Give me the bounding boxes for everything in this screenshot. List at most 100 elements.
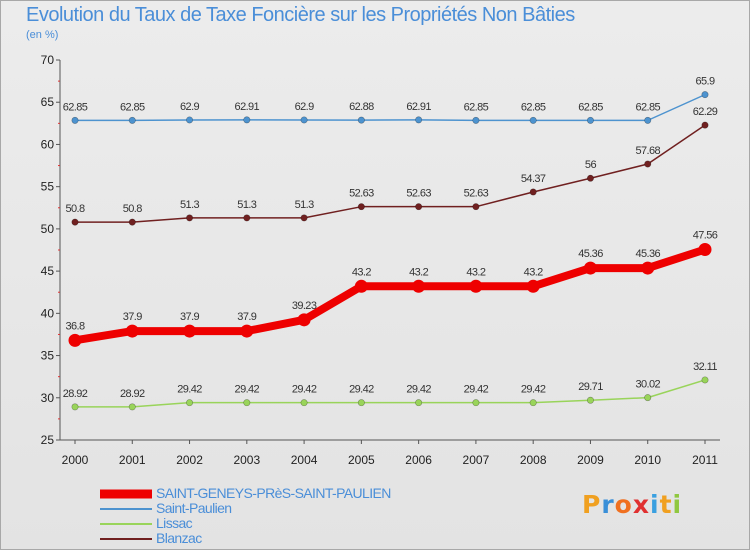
data-point	[128, 403, 136, 411]
data-label: 54.37	[521, 173, 546, 185]
data-label: 45.36	[578, 248, 603, 260]
data-label: 29.42	[521, 384, 546, 396]
data-label: 37.9	[237, 311, 256, 323]
data-point	[415, 116, 423, 124]
chart-title: Evolution du Taux de Taxe Foncière sur l…	[26, 4, 575, 26]
legend-label: Lissac	[156, 515, 193, 531]
data-label: 62.85	[578, 101, 603, 113]
data-point	[472, 116, 480, 124]
data-label: 51.3	[180, 199, 199, 211]
data-point	[641, 261, 655, 275]
data-label: 43.2	[352, 266, 371, 278]
data-point	[68, 333, 82, 347]
x-tick-label: 2009	[577, 453, 604, 467]
x-tick-label: 2008	[520, 453, 547, 467]
data-point	[701, 376, 709, 384]
x-tick-label: 2011	[692, 453, 718, 467]
data-label: 50.8	[123, 203, 142, 215]
legend-item: Blanzac	[100, 530, 500, 546]
series-line	[74, 93, 706, 122]
x-tick-label: 2002	[176, 453, 203, 467]
series-line	[71, 245, 709, 345]
y-tick-label: 60	[41, 137, 55, 151]
data-point	[586, 174, 594, 182]
data-label: 47.56	[693, 229, 718, 241]
data-point	[300, 399, 308, 407]
data-point	[701, 91, 709, 99]
data-point	[472, 203, 480, 211]
data-point	[71, 116, 79, 124]
data-label: 62.91	[406, 101, 431, 113]
data-point	[128, 218, 136, 226]
x-tick-label: 2003	[233, 453, 260, 467]
y-tick-label: 50	[41, 222, 55, 236]
data-point	[526, 279, 540, 293]
data-point	[357, 399, 365, 407]
legend-swatch	[100, 489, 152, 498]
y-tick-label: 40	[41, 306, 55, 320]
series-line	[74, 379, 706, 408]
data-point	[186, 214, 194, 222]
data-point	[583, 261, 597, 275]
data-label: 57.68	[635, 145, 660, 157]
data-label: 62.85	[63, 101, 88, 113]
data-label: 43.2	[524, 266, 543, 278]
data-label: 29.42	[464, 384, 489, 396]
x-tick-label: 2000	[62, 453, 89, 467]
data-point	[125, 324, 139, 338]
data-label: 62.88	[349, 101, 374, 113]
legend-item: SAINT-GENEYS-PRèS-SAINT-PAULIEN	[100, 485, 500, 501]
x-tick-label: 2010	[634, 453, 661, 467]
data-label: 52.63	[406, 188, 431, 200]
series-line	[74, 124, 706, 223]
data-point	[529, 116, 537, 124]
x-tick-label: 2001	[119, 453, 146, 467]
data-label: 62.85	[120, 101, 145, 113]
x-tick-label: 2006	[405, 453, 432, 467]
data-label: 65.9	[695, 76, 714, 88]
data-label: 52.63	[464, 188, 489, 200]
data-label: 29.42	[349, 384, 374, 396]
data-label: 52.63	[349, 188, 374, 200]
data-point	[701, 121, 709, 129]
data-label: 37.9	[123, 311, 142, 323]
data-label: 62.85	[464, 101, 489, 113]
x-tick-label: 2005	[348, 453, 375, 467]
data-point	[586, 116, 594, 124]
data-label: 62.9	[295, 101, 314, 113]
data-point	[186, 116, 194, 124]
legend-item: Saint-Paulien	[100, 500, 500, 516]
data-label: 51.3	[295, 199, 314, 211]
data-point	[186, 399, 194, 407]
x-tick-label: 2004	[291, 453, 318, 467]
legend-swatch	[100, 537, 152, 540]
data-label: 43.2	[466, 266, 485, 278]
data-label: 29.71	[578, 381, 603, 393]
unit-label: (en %)	[26, 29, 59, 41]
data-label: 43.2	[409, 266, 428, 278]
data-label: 62.9	[180, 101, 199, 113]
data-label: 37.9	[180, 311, 199, 323]
legend-label: SAINT-GENEYS-PRèS-SAINT-PAULIEN	[156, 485, 391, 501]
y-tick-label: 70	[41, 53, 55, 67]
data-label: 36.8	[65, 320, 84, 332]
data-label: 32.11	[693, 361, 717, 373]
data-point	[354, 279, 368, 293]
data-point	[644, 160, 652, 168]
y-tick-label: 30	[41, 391, 55, 405]
y-tick-label: 35	[41, 349, 55, 363]
data-label: 30.02	[635, 379, 660, 391]
data-point	[644, 394, 652, 402]
data-point	[586, 396, 594, 404]
proxiti-logo: Proxiti	[582, 490, 683, 519]
data-label: 29.42	[292, 384, 317, 396]
data-point	[297, 313, 311, 327]
data-label: 62.29	[693, 106, 718, 118]
legend-label: Blanzac	[156, 530, 202, 546]
data-label: 28.92	[120, 388, 145, 400]
data-point	[183, 324, 197, 338]
data-point	[240, 324, 254, 338]
data-label: 29.42	[235, 384, 260, 396]
